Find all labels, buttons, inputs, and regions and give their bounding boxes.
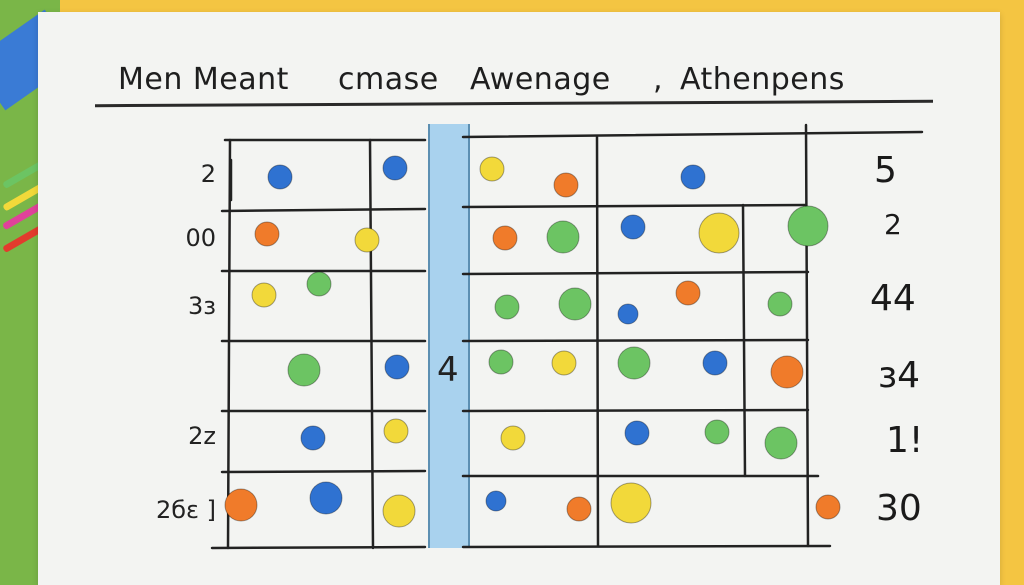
green-dot [488, 349, 514, 375]
green-dot [546, 220, 580, 254]
orange-dot [492, 225, 518, 251]
right-value-3: 44 [870, 278, 916, 319]
orange-dot [566, 496, 592, 522]
green-dot [306, 271, 332, 297]
yellow-dot [251, 282, 277, 308]
title-part-4: Athenpens [680, 62, 845, 97]
yellow-dot [500, 425, 526, 451]
yellow-dot [551, 350, 577, 376]
yellow-dot [382, 494, 416, 528]
right-value-6: 30 [876, 488, 922, 529]
yellow-dot [354, 227, 380, 253]
right-value-2: 2 [884, 208, 902, 241]
strip-label: 4 [437, 350, 459, 390]
blue-dot [309, 481, 343, 515]
green-dot [787, 205, 829, 247]
blue-dot [680, 164, 706, 190]
row-label-4: 2z [188, 422, 216, 450]
green-dot [617, 346, 651, 380]
yellow-dot [383, 418, 409, 444]
row-label-5: 2бɛ ] [155, 496, 216, 524]
orange-dot [224, 488, 258, 522]
title-separator: , [653, 62, 664, 97]
orange-dot [815, 494, 841, 520]
blue-dot [382, 155, 408, 181]
blue-dot [624, 420, 650, 446]
green-dot [764, 426, 798, 460]
blue-dot [267, 164, 293, 190]
blue-dot [702, 350, 728, 376]
orange-dot [770, 355, 804, 389]
blue-dot [617, 303, 639, 325]
orange-dot [675, 280, 701, 306]
row-label-3: 3з [187, 292, 216, 320]
row-label-1: 2 [200, 160, 216, 188]
yellow-dot [698, 212, 740, 254]
green-dot [558, 287, 592, 321]
blue-dot [620, 214, 646, 240]
title-part-3: Awenage [470, 62, 611, 97]
orange-dot [254, 221, 280, 247]
green-dot [767, 291, 793, 317]
yellow-dot [610, 482, 652, 524]
title-part-1: Men Meant [118, 62, 289, 97]
right-value-1: 5 [874, 150, 897, 191]
green-dot [494, 294, 520, 320]
title-part-2: cmase [338, 62, 439, 97]
paper-sheet [38, 12, 1000, 585]
blue-dot [300, 425, 326, 451]
right-value-5: 1! [886, 420, 924, 461]
yellow-dot [479, 156, 505, 182]
green-dot [704, 419, 730, 445]
green-dot [287, 353, 321, 387]
orange-dot [553, 172, 579, 198]
blue-dot [384, 354, 410, 380]
highlight-strip [428, 124, 470, 548]
blue-dot [485, 490, 507, 512]
right-value-4: з4 [878, 355, 921, 396]
row-label-2: 00 [185, 224, 216, 252]
